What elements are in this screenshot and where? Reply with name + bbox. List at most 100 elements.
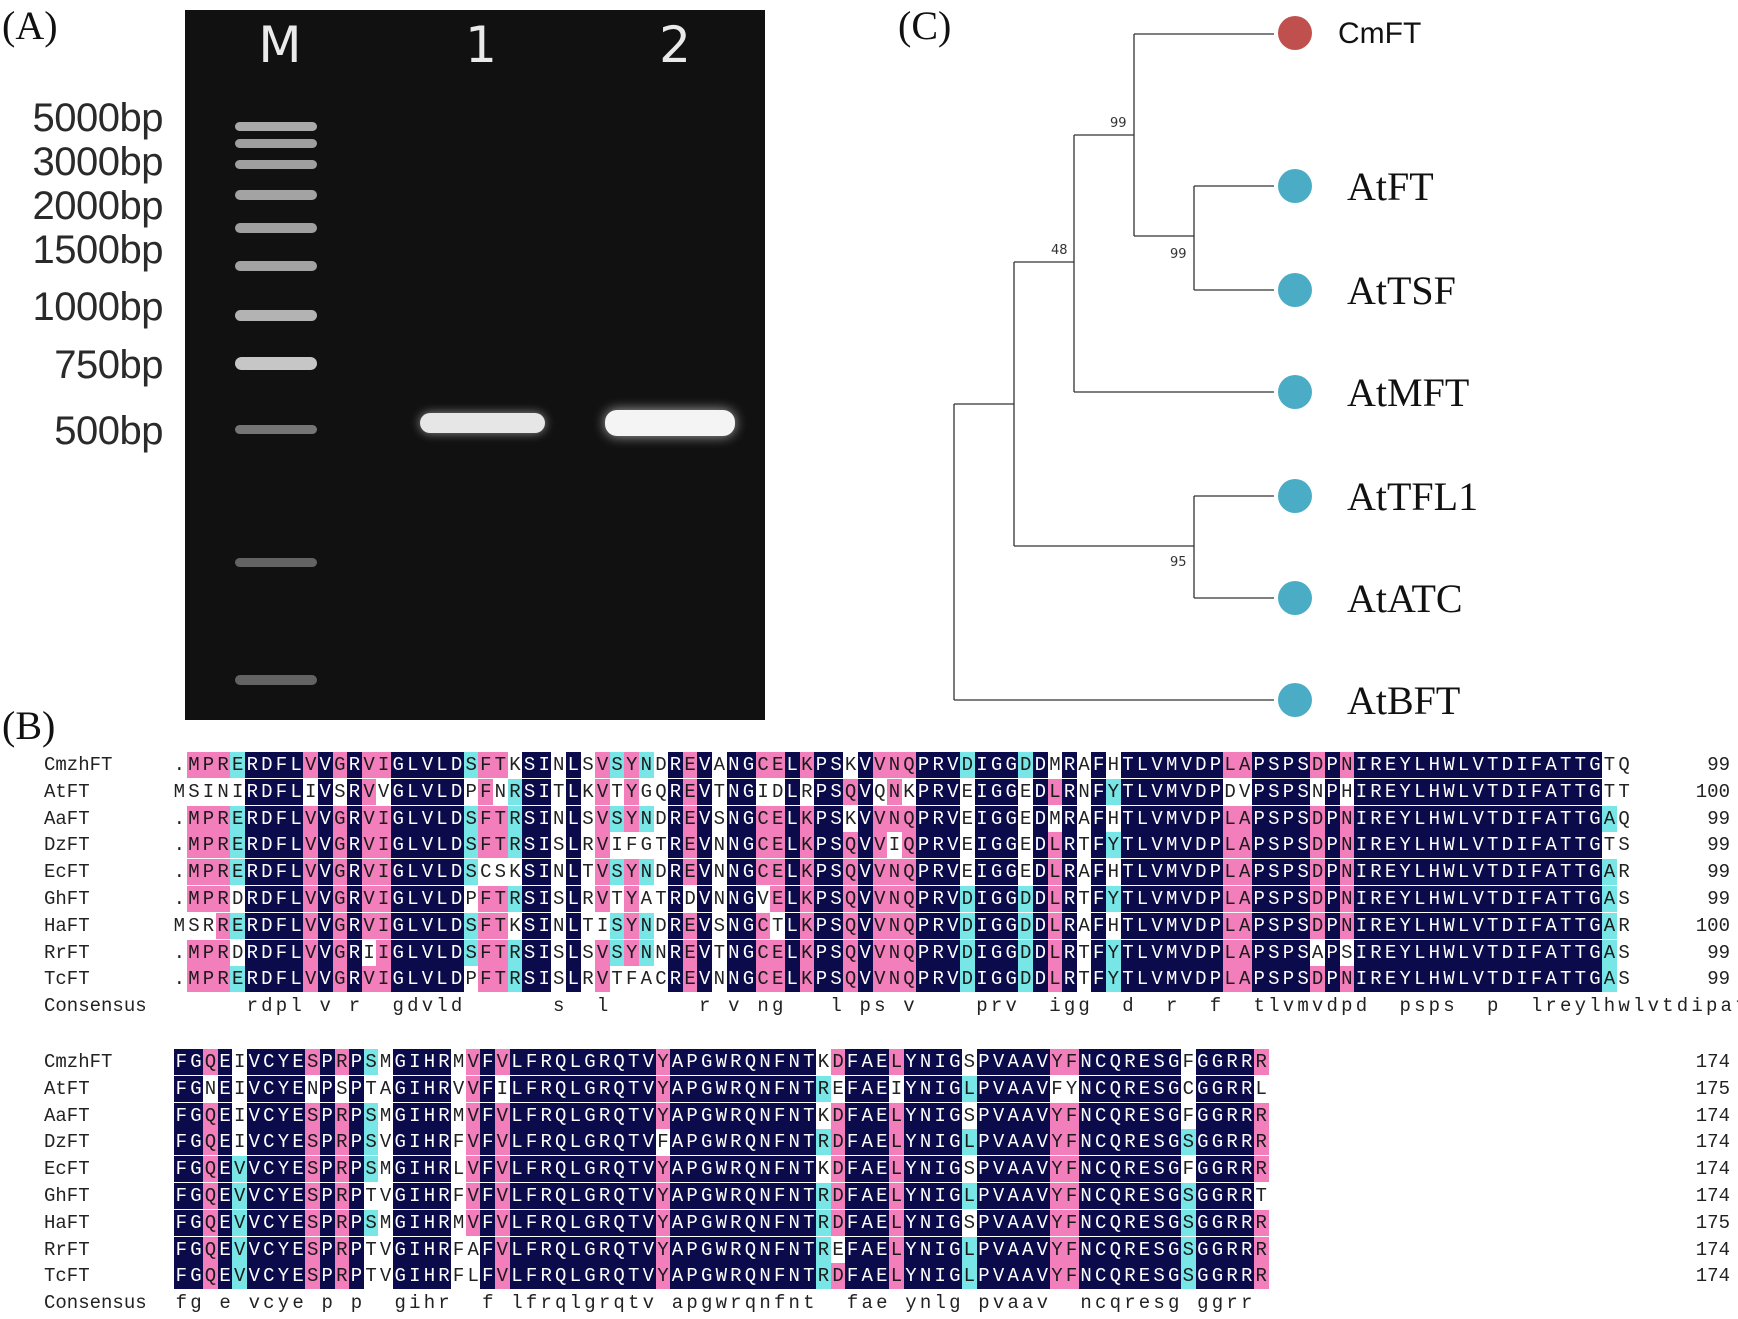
residue: V	[595, 966, 610, 993]
residue: G	[392, 1263, 408, 1290]
residue: I	[407, 1183, 423, 1209]
consensus-residue	[335, 1290, 350, 1316]
bootstrap-tfl-atc-node: 95	[1170, 555, 1187, 570]
residue: A	[1237, 886, 1252, 912]
residue: N	[639, 805, 654, 832]
residue: N	[639, 752, 654, 778]
residue: P	[916, 778, 931, 805]
residue: G	[392, 1156, 408, 1183]
residue: P	[1251, 912, 1267, 939]
residue: N	[757, 1236, 773, 1263]
consensus-residue: r	[246, 995, 258, 1018]
residue: R	[816, 1236, 831, 1263]
residue: L	[566, 832, 581, 859]
residue: D	[655, 861, 667, 884]
consensus-residue	[1181, 1290, 1196, 1316]
residue: L	[434, 805, 450, 832]
residue: D	[1033, 859, 1048, 886]
residue: F	[845, 1209, 860, 1236]
residue: V	[945, 886, 961, 912]
residue: V	[317, 966, 333, 993]
residue: F	[1529, 912, 1544, 939]
residue: S	[1266, 939, 1282, 966]
residue: P	[465, 888, 477, 910]
residue: N	[726, 966, 742, 993]
consensus-residue	[1050, 1290, 1065, 1316]
consensus-residue: l	[1589, 995, 1601, 1018]
residue: T	[1558, 886, 1573, 912]
residue: G	[947, 1075, 963, 1102]
residue: V	[361, 859, 377, 886]
consensus-residue	[887, 993, 902, 1019]
residue: F	[274, 832, 289, 859]
residue: F	[478, 886, 494, 912]
residue: L	[452, 1158, 465, 1181]
residue: F	[626, 834, 638, 857]
residue: N	[553, 754, 565, 776]
residue: C	[1182, 1077, 1194, 1100]
residue: L	[1135, 966, 1150, 993]
consensus-residue	[1223, 993, 1238, 1019]
residue: R	[538, 1102, 554, 1129]
residue: T	[626, 1183, 641, 1209]
residue: C	[261, 1263, 277, 1290]
residue: A	[670, 1129, 685, 1156]
residue: D	[830, 1156, 846, 1183]
consensus-residue: r	[1240, 1292, 1253, 1315]
residue: V	[1178, 778, 1194, 805]
residue: N	[887, 778, 902, 805]
residue: V	[361, 912, 377, 939]
residue: N	[786, 1075, 802, 1102]
residue: R	[215, 805, 231, 832]
residue: F	[452, 1131, 465, 1154]
residue: I	[233, 1131, 246, 1154]
residue: N	[1339, 832, 1355, 859]
residue: E	[874, 1129, 890, 1156]
ladder-label-3000: 3000bp	[32, 140, 164, 184]
residue: G	[582, 1263, 598, 1290]
residue: Y	[624, 859, 639, 886]
consensus-residue: g	[700, 1292, 713, 1315]
consensus-residue	[187, 993, 202, 1019]
panel-label-a: (A)	[2, 3, 58, 48]
residue: F	[772, 1102, 787, 1129]
residue: G	[332, 966, 348, 993]
residue: T	[1485, 939, 1501, 966]
residue: L	[434, 939, 450, 966]
residue: I	[1514, 752, 1530, 778]
residue: E	[1137, 1075, 1152, 1102]
residue: N	[217, 780, 229, 803]
residue: S	[1180, 1263, 1196, 1290]
consensus-residue	[451, 1290, 466, 1316]
residue: R	[1239, 1049, 1254, 1075]
residue: L	[1222, 832, 1238, 859]
residue: F	[845, 1102, 860, 1129]
residue: P	[684, 1156, 700, 1183]
consensus-residue: g	[584, 1292, 596, 1315]
residue: L	[1412, 966, 1428, 993]
residue: P	[976, 1102, 992, 1129]
residue: Q	[611, 1236, 627, 1263]
residue: R	[334, 1049, 350, 1075]
residue: F	[174, 1209, 189, 1236]
residue: N	[1311, 780, 1324, 803]
sequence-name: CmzhFT	[44, 754, 113, 776]
residue: F	[1091, 859, 1106, 886]
residue: F	[1091, 912, 1106, 939]
residue: F	[1529, 859, 1544, 886]
residue: L	[405, 912, 421, 939]
residue: T	[1573, 886, 1588, 912]
residue: A	[670, 1183, 685, 1209]
consensus-residue: v	[1311, 995, 1324, 1018]
residue: E	[217, 1129, 233, 1156]
consensus-residue: c	[263, 1292, 275, 1315]
residue: R	[668, 752, 683, 778]
residue: Y	[655, 1156, 671, 1183]
residue: E	[874, 1236, 890, 1263]
residue: T	[1120, 805, 1136, 832]
residue: S	[553, 941, 565, 964]
residue: A	[670, 1156, 685, 1183]
